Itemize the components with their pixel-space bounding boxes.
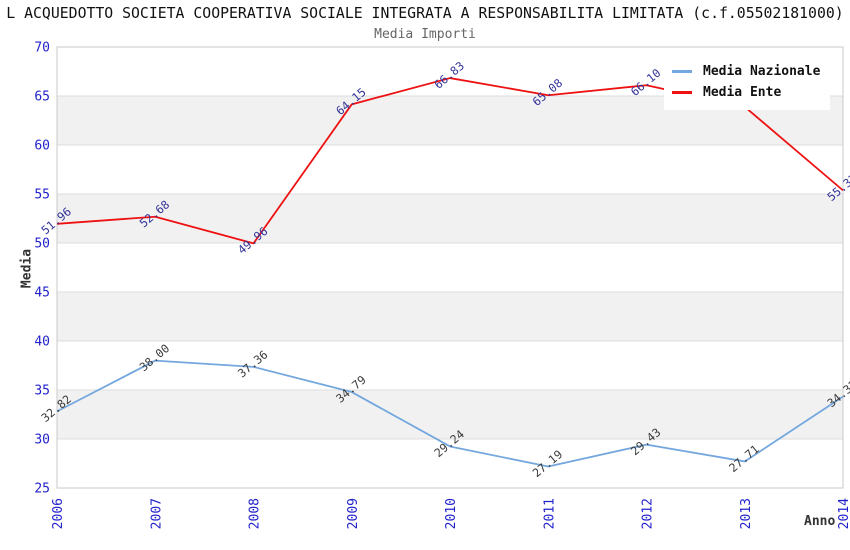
y-tick-labels: 25 30 35 40 45 50 55 60 65 70: [34, 41, 50, 497]
svg-text:2008: 2008: [248, 498, 263, 529]
data-label: 66.10: [628, 66, 664, 99]
legend-swatch-media-nazionale-icon: [672, 70, 692, 73]
legend-item-media-ente: Media Ente: [672, 82, 820, 103]
data-label: 37.36: [235, 347, 271, 380]
data-label: 55.37: [824, 171, 850, 204]
svg-text:2013: 2013: [739, 498, 754, 529]
svg-text:70: 70: [34, 41, 50, 56]
svg-text:2011: 2011: [542, 498, 557, 529]
y-axis-label: Media: [19, 248, 35, 289]
svg-text:55: 55: [34, 188, 50, 203]
legend-item-media-nazionale: Media Nazionale: [672, 61, 820, 82]
svg-text:2014: 2014: [837, 498, 850, 529]
legend-label-media-nazionale: Media Nazionale: [703, 64, 821, 79]
svg-text:65: 65: [34, 90, 50, 105]
chart-title: L ACQUEDOTTO SOCIETA COOPERATIVA SOCIALE…: [6, 5, 844, 22]
data-label: 66.83: [431, 59, 467, 92]
svg-text:40: 40: [34, 335, 50, 350]
svg-text:45: 45: [34, 286, 50, 301]
svg-text:2010: 2010: [444, 498, 459, 529]
svg-text:2009: 2009: [346, 498, 361, 529]
svg-text:2007: 2007: [149, 498, 164, 529]
x-tick-labels: 2006 2007 2008 2009 2010 2011 2012 2013 2014: [51, 498, 850, 529]
series-line-media-nazionale: [56, 359, 844, 468]
svg-text:30: 30: [34, 433, 50, 448]
data-label: 38.00: [137, 341, 173, 374]
svg-text:60: 60: [34, 139, 50, 154]
chart-subtitle: Media Importi: [374, 27, 476, 42]
svg-text:2006: 2006: [51, 498, 66, 529]
x-axis-label: Anno: [804, 514, 836, 529]
svg-text:2012: 2012: [641, 498, 656, 529]
plot-bands: [57, 96, 843, 439]
svg-text:35: 35: [34, 384, 50, 399]
legend-swatch-media-ente-icon: [672, 91, 692, 94]
legend: Media Nazionale Media Ente: [664, 56, 831, 110]
svg-text:50: 50: [34, 237, 50, 252]
svg-text:25: 25: [34, 482, 50, 497]
legend-label-media-ente: Media Ente: [703, 85, 782, 100]
plot-border: [56, 46, 844, 489]
